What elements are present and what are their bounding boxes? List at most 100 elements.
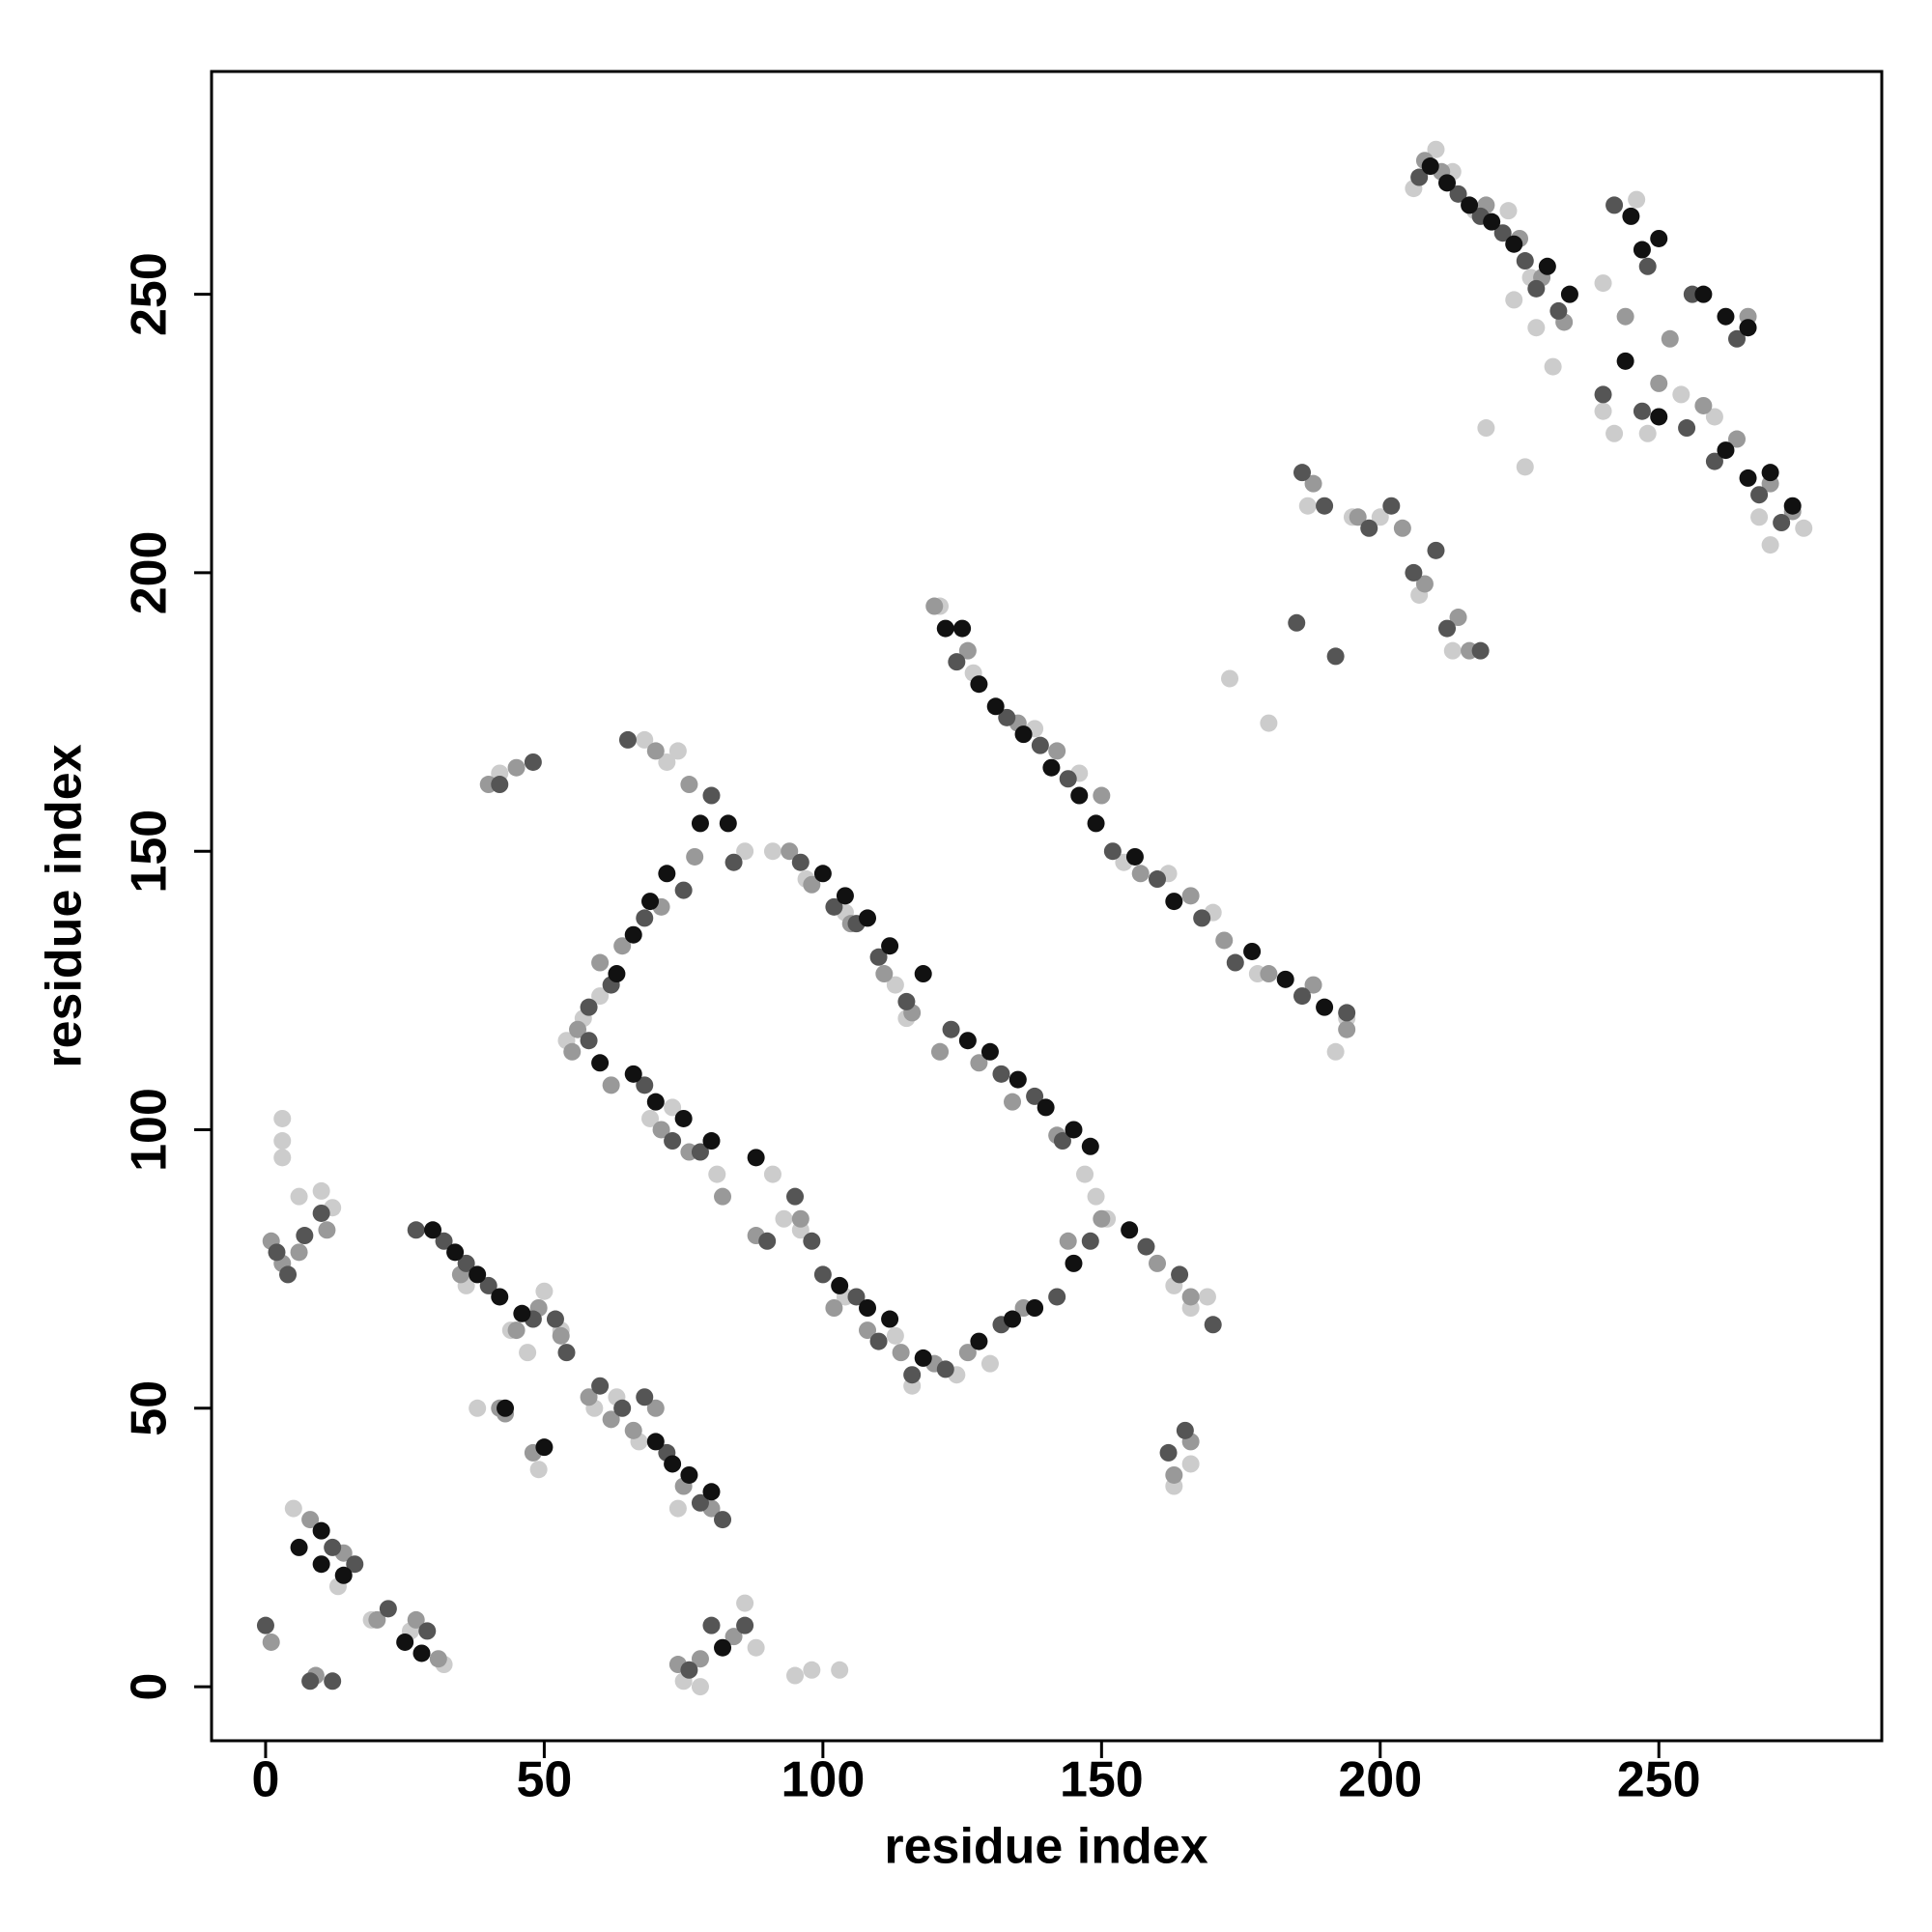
point (368, 1610, 386, 1629)
point (1717, 307, 1735, 326)
point (1560, 285, 1578, 303)
point (1293, 987, 1312, 1006)
point (1633, 241, 1651, 259)
point (747, 1638, 765, 1657)
point (1661, 329, 1679, 348)
point (1650, 229, 1668, 247)
point (859, 1299, 877, 1317)
point (636, 730, 654, 749)
point (758, 1232, 777, 1250)
point (608, 965, 626, 983)
point (674, 881, 693, 899)
point (580, 1032, 598, 1050)
point (1037, 1098, 1055, 1117)
point (1304, 474, 1322, 493)
point (273, 1149, 292, 1167)
point (914, 965, 932, 983)
point (869, 1332, 888, 1350)
point (646, 1093, 665, 1111)
point (1093, 1209, 1111, 1228)
point (724, 1628, 743, 1646)
point (1181, 1455, 1200, 1473)
point (686, 847, 704, 866)
point (268, 1243, 286, 1262)
point (813, 865, 832, 883)
point (624, 1065, 642, 1083)
point (986, 697, 1005, 716)
point (591, 1054, 610, 1072)
point (1638, 257, 1657, 275)
point (1449, 185, 1467, 203)
point (546, 1310, 564, 1328)
point (424, 1221, 442, 1239)
point (1750, 486, 1769, 504)
point (312, 1521, 330, 1540)
point (1304, 976, 1322, 994)
point (1594, 385, 1612, 404)
point (273, 1109, 292, 1127)
point (747, 1149, 765, 1167)
point (580, 998, 598, 1016)
point (775, 1209, 793, 1228)
point (580, 1388, 598, 1406)
y-tick-label: 100 (122, 1088, 178, 1172)
point (284, 1499, 302, 1518)
point (668, 1499, 687, 1518)
point (1053, 1132, 1071, 1151)
point (831, 1276, 849, 1294)
point (1616, 307, 1634, 326)
y-axis-title: residue index (37, 744, 93, 1067)
point (324, 1538, 342, 1556)
point (970, 1332, 988, 1350)
point (1705, 408, 1723, 426)
point (1421, 157, 1439, 176)
point (529, 1461, 548, 1479)
point (641, 893, 660, 911)
point (1516, 252, 1534, 270)
point (1728, 430, 1747, 448)
point (1171, 1265, 1189, 1284)
point (636, 1388, 654, 1406)
point (1750, 508, 1769, 526)
y-tick-label: 200 (122, 531, 178, 615)
point (813, 1265, 832, 1284)
point (1149, 1254, 1167, 1272)
point (290, 1187, 308, 1206)
point (1059, 770, 1077, 788)
point (763, 842, 781, 861)
point (379, 1600, 397, 1618)
point (290, 1538, 308, 1556)
point (1181, 887, 1200, 905)
y-tick-label: 0 (122, 1673, 178, 1701)
point (691, 1493, 709, 1512)
point (1014, 725, 1033, 744)
point (1316, 998, 1334, 1016)
point (1678, 419, 1696, 438)
point (958, 1344, 977, 1362)
point (1065, 1121, 1083, 1139)
point (1405, 563, 1423, 582)
point (763, 1165, 781, 1183)
point (691, 1143, 709, 1161)
point (1443, 641, 1462, 660)
point (786, 1187, 805, 1206)
point (412, 1644, 431, 1662)
point (563, 1042, 582, 1061)
point (953, 619, 972, 638)
point (312, 1181, 330, 1200)
point (691, 814, 709, 833)
point (719, 814, 737, 833)
point (324, 1672, 342, 1690)
point (1338, 1004, 1356, 1022)
point (262, 1633, 280, 1651)
point (664, 1098, 682, 1117)
point (524, 753, 542, 771)
point (312, 1555, 330, 1574)
point (1449, 609, 1467, 627)
point (980, 1042, 999, 1061)
point (1672, 385, 1690, 404)
point (714, 1187, 732, 1206)
x-axis-title: residue index (884, 1819, 1208, 1875)
